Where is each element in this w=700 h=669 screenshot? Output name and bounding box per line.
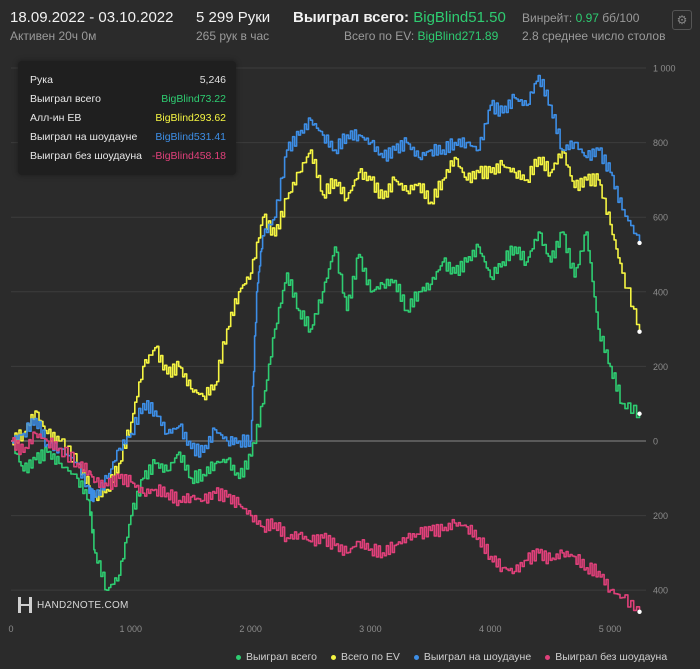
- avg-tables: 2.8 среднее число столов: [522, 29, 666, 43]
- chart[interactable]: 1 000 800 600 400 200 0 200 400 0 1 000 2 000 3 000…: [0, 52, 700, 642]
- date-range: 18.09.2022 - 03.10.2022: [10, 9, 174, 26]
- hands-per-hour: 265 рук в час: [196, 29, 270, 43]
- y-tick-label: 400: [653, 586, 668, 596]
- series-line-4: [11, 431, 641, 612]
- x-tick-label: 4 000: [479, 624, 502, 634]
- series-end-point-4: [637, 609, 642, 614]
- legend-dot: [413, 654, 419, 660]
- tooltip-value: -BigBlind458.18: [151, 150, 226, 162]
- tooltip-value: BigBlind293.62: [155, 112, 226, 124]
- tooltip-row-non-showdown: Выиграл без шоудауна -BigBlind458.18: [30, 148, 226, 164]
- logo-mark-icon: [18, 597, 32, 613]
- series-end-point-3: [637, 240, 642, 246]
- legend-label: Выиграл всего: [246, 651, 317, 663]
- legend-item-ev[interactable]: Всего по EV: [330, 650, 400, 664]
- ev-total: Всего по EV: BigBlind271.89: [344, 29, 498, 43]
- tooltip-row-won-total: Выиграл всего BigBlind73.22: [30, 91, 226, 107]
- y-tick-label: 1 000: [653, 64, 676, 74]
- legend-dot: [236, 654, 241, 660]
- winrate: Винрейт: 0.97 бб/100: [522, 11, 639, 25]
- gear-icon: ⚙: [676, 13, 688, 27]
- y-tick-label: 200: [653, 362, 668, 372]
- hand2note-logo: HAND2NOTE.COM: [18, 597, 129, 613]
- tooltip-label: Алл-ин EB: [30, 112, 82, 124]
- y-tick-label: 600: [653, 213, 668, 223]
- y-tick-label: 400: [653, 287, 668, 297]
- header: 18.09.2022 - 03.10.2022 Активен 20ч 0м 5…: [0, 0, 700, 50]
- tooltip-value: 5,246: [199, 74, 226, 86]
- series-line-1: [11, 231, 641, 591]
- logo-text: HAND2NOTE.COM: [37, 599, 129, 611]
- legend-dot: [330, 654, 336, 660]
- legend-dot: [545, 654, 551, 660]
- tooltip-value: BigBlind73.22: [161, 93, 226, 105]
- series-end-point-2: [637, 329, 642, 334]
- x-tick-label: 2 000: [239, 624, 262, 634]
- tooltip-label: Выиграл без шоудауна: [30, 150, 142, 162]
- ev-total-label: Всего по EV:: [344, 29, 415, 43]
- series-line-3: [11, 74, 641, 503]
- hands-count: 5 299 Руки: [196, 9, 271, 26]
- chart-legend: Выиграл всего Всего по EV Выиграл на шоу…: [236, 650, 667, 664]
- active-time: Активен 20ч 0м: [10, 29, 97, 43]
- legend-label: Всего по EV: [340, 651, 400, 663]
- winrate-label: Винрейт:: [522, 11, 573, 25]
- tooltip-row-showdown: Выиграл на шоудауне BigBlind531.41: [30, 129, 226, 145]
- legend-label: Выиграл на шоудауне: [423, 651, 532, 663]
- won-total-value: BigBlind51.50: [413, 9, 506, 26]
- tooltip-label: Выиграл на шоудауне: [30, 131, 138, 143]
- winrate-unit: бб/100: [602, 11, 640, 25]
- x-tick-label: 5 000: [599, 624, 622, 634]
- series-line-2: [11, 149, 641, 502]
- x-tick-label: 0: [8, 624, 13, 634]
- y-tick-label: 800: [653, 138, 668, 148]
- tooltip-label: Выиграл всего: [30, 93, 101, 105]
- legend-label: Выиграл без шоудауна: [555, 651, 668, 663]
- series-end-point-1: [637, 411, 642, 416]
- tooltip-row-hand: Рука 5,246: [30, 72, 226, 88]
- ev-total-value: BigBlind271.89: [417, 29, 499, 43]
- y-tick-label: 0: [653, 436, 658, 446]
- tooltip-label: Рука: [30, 74, 53, 86]
- hover-tooltip: Рука 5,246 Выиграл всего BigBlind73.22 А…: [18, 61, 236, 175]
- tooltip-value: BigBlind531.41: [155, 131, 226, 143]
- won-total-label: Выиграл всего:: [293, 9, 410, 26]
- tooltip-row-allin-ev: Алл-ин EB BigBlind293.62: [30, 110, 226, 126]
- winrate-value: 0.97: [575, 11, 599, 25]
- x-tick-label: 1 000: [120, 624, 143, 634]
- legend-item-showdown[interactable]: Выиграл на шоудауне: [413, 650, 532, 664]
- legend-item-non-showdown[interactable]: Выиграл без шоудауна: [545, 650, 667, 664]
- x-tick-label: 3 000: [359, 624, 382, 634]
- y-tick-label: 200: [653, 511, 668, 521]
- settings-button[interactable]: ⚙: [672, 10, 692, 30]
- legend-item-won-total[interactable]: Выиграл всего: [236, 650, 317, 664]
- won-total: Выиграл всего: BigBlind51.50: [293, 9, 506, 26]
